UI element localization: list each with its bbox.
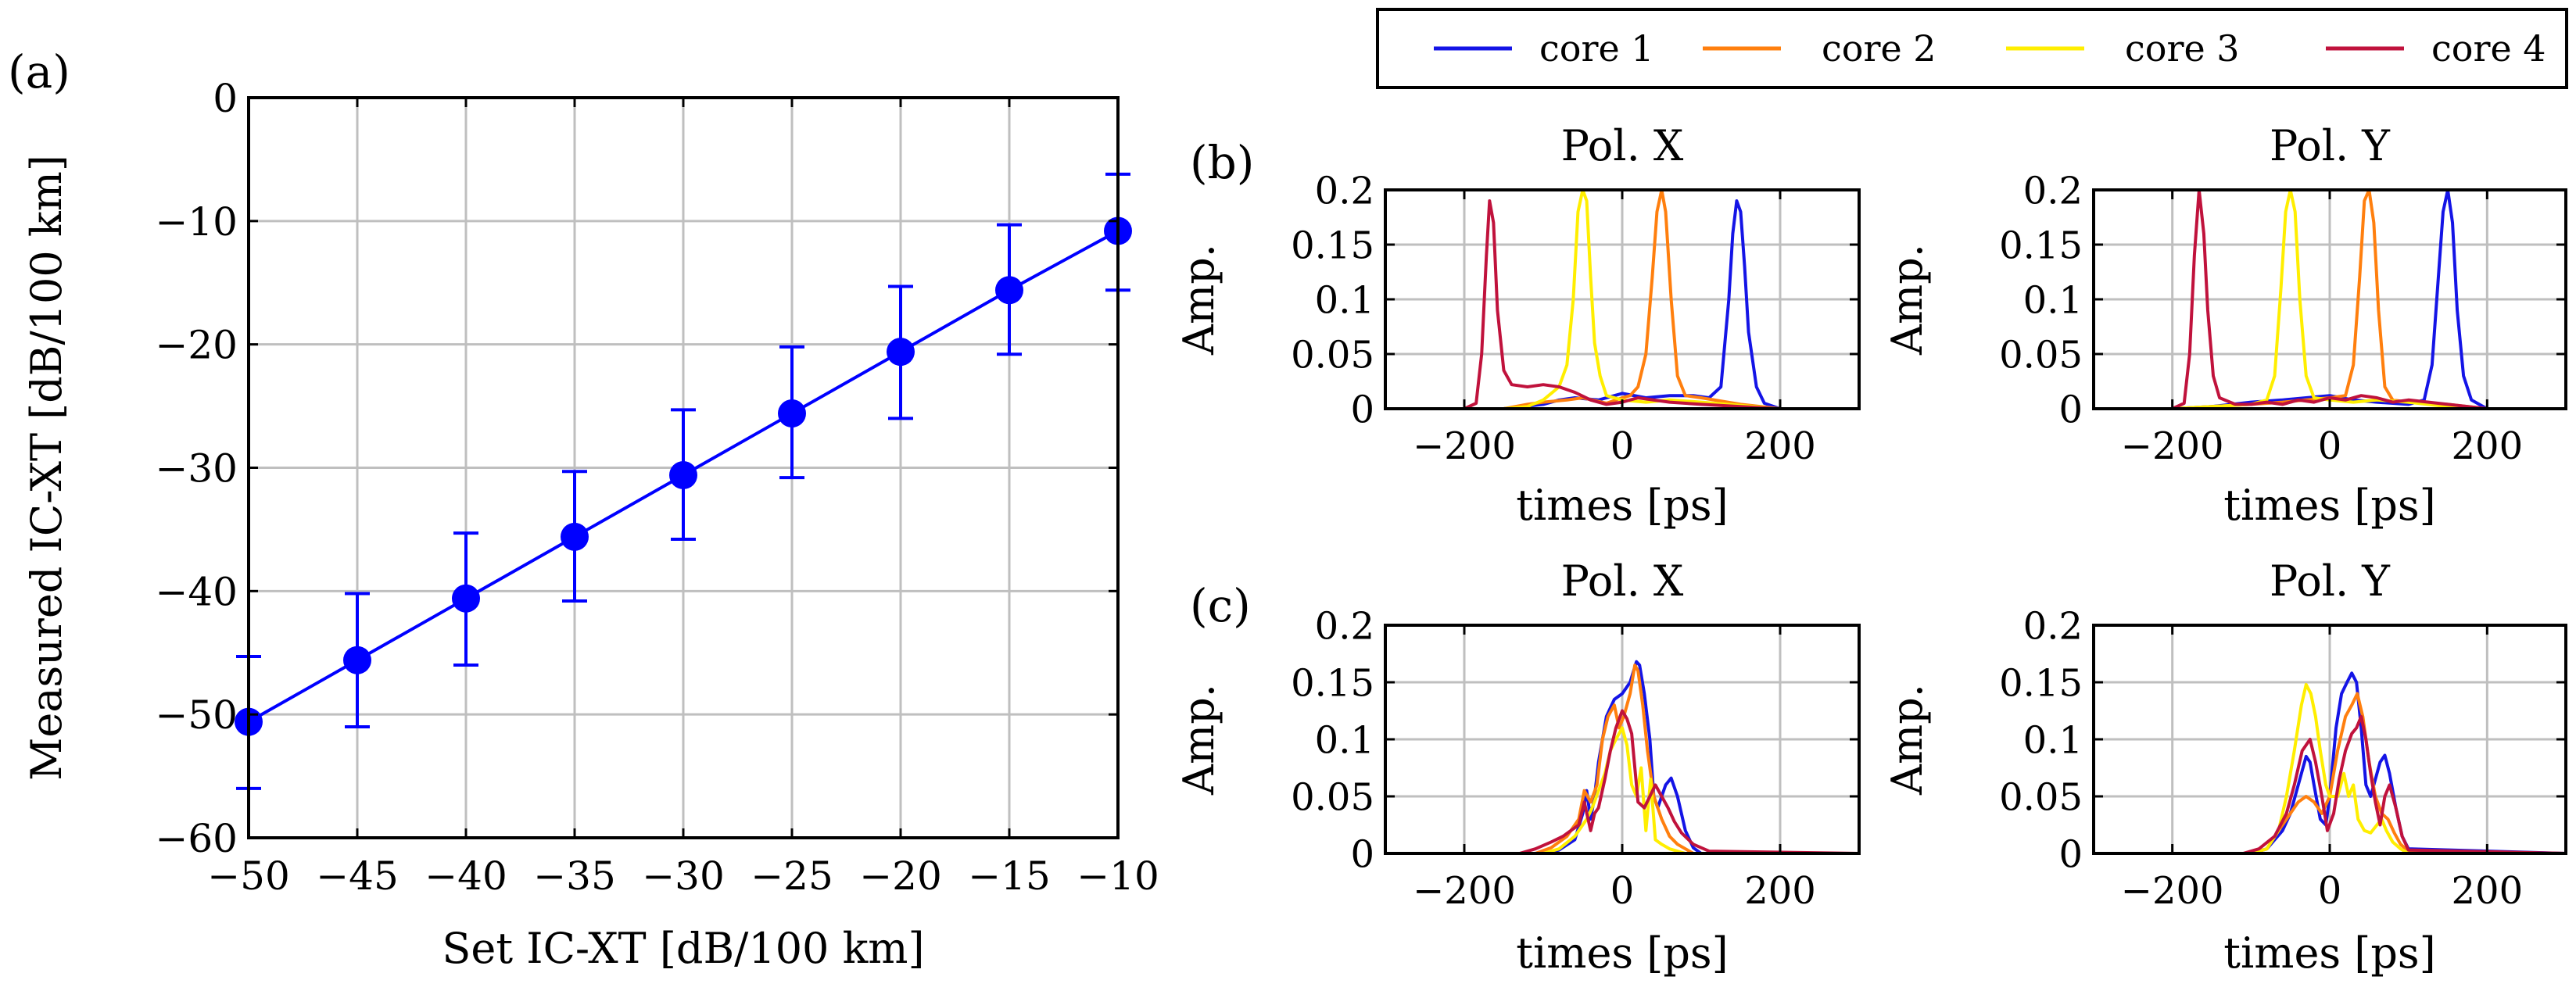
chart-b-x-ytick-label-1: 0.05 [1291,333,1374,377]
chart-a-ytick-label-4: −20 [155,323,238,368]
chart-c-y-ylabel: Amp. [1883,684,1932,796]
chart-b-y-xlabel: times [ps] [2223,481,2435,530]
chart-c-x-series-core4 [1385,709,1860,855]
chart-c-x-panel-label: (c) [1190,579,1251,632]
chart-c-x-ytick-label-0: 0 [1350,832,1374,876]
chart-c-x-ytick-label-3: 0.15 [1291,661,1374,705]
chart-a-xtick-label-7: −15 [968,853,1051,899]
chart-a-xtick-label-6: −20 [859,853,942,899]
chart-c-y-series-core1 [2094,671,2567,855]
chart-a-ytick-label-1: −50 [155,692,238,738]
chart-c-y-series-core4 [2094,714,2567,855]
chart-b-x-panel-label: (b) [1190,136,1254,189]
chart-c-x-series-core3 [1385,726,1859,855]
chart-a-xtick-label-3: −35 [533,853,616,899]
chart-b-y-xtick-label-2: 200 [2452,424,2524,468]
chart-b-y-xtick-label-0: −200 [2121,424,2224,468]
chart-c-y-xtick-label-2: 200 [2452,869,2524,913]
chart-c-x-xtick-label-2: 200 [1744,869,1816,913]
chart-c-x-xtick-label-1: 0 [1610,869,1635,913]
chart-c-x-ytick-label-2: 0.1 [1315,718,1374,762]
chart-c-pol-x: −200 0 200 0 0.05 0.1 0.15 0.2 times [ps] Amp. Pol… [1174,556,1861,978]
chart-a-xlabel: Set IC-XT [dB/100 km] [442,924,924,973]
chart-c-pol-y: −200 0 200 0 0.05 0.1 0.15 0.2 times [ps] Amp. Pol… [1883,556,2567,978]
chart-a-data-point-6 [887,338,915,367]
chart-c-y-ytick-label-1: 0.05 [1999,775,2083,819]
chart-a-ytick-label-2: −40 [155,569,238,614]
chart-c-y-xtick-label-1: 0 [2318,869,2342,913]
chart-b-x-xlabel: times [ps] [1516,481,1728,530]
legend-label-core3: core 3 [2125,27,2240,70]
chart-b-pol-y: −200 0 200 0 0.05 0.1 0.15 0.2 times [ps] Amp. Pol… [1883,121,2567,530]
chart-a-xtick-label-5: −25 [751,853,833,899]
chart-c-x-ytick-label-4: 0.2 [1315,604,1374,648]
chart-b-x-series-core3 [1385,188,1859,410]
chart-c-y-title: Pol. Y [2270,556,2391,606]
chart-c-x-xtick-label-0: −200 [1413,869,1516,913]
chart-b-y-title: Pol. Y [2270,121,2391,170]
chart-b-x-series-core4 [1385,199,1859,410]
chart-b-x-ytick-label-4: 0.2 [1315,169,1374,213]
chart-b-y-series-core4 [2094,188,2566,410]
chart-b-y-xtick-label-1: 0 [2318,424,2342,468]
chart-a-ytick-label-3: −30 [155,446,238,492]
chart-a-ytick-label-0: −60 [155,816,238,861]
chart-c-y-ytick-label-3: 0.15 [1999,661,2083,705]
chart-b-x-xtick-label-1: 0 [1610,424,1635,468]
chart-b-y-ytick-label-2: 0.1 [2023,278,2083,322]
chart-a-ytick-label-5: −10 [155,199,238,245]
chart-b-x-xtick-label-2: 200 [1744,424,1816,468]
chart-a-data-point-3 [561,522,589,551]
chart-a-xtick-label-8: −10 [1077,853,1159,899]
chart-c-x-xlabel: times [ps] [1516,928,1728,978]
chart-b-y-ytick-label-0: 0 [2058,388,2083,431]
chart-a-xtick-label-1: −45 [316,853,399,899]
chart-c-x-title: Pol. X [1561,556,1684,606]
chart-b-y-ytick-label-3: 0.15 [1999,224,2083,267]
legend-label-core1: core 1 [1539,27,1654,70]
chart-b-x-ytick-label-2: 0.1 [1315,278,1374,322]
legend-label-core2: core 2 [1822,27,1936,70]
chart-c-y-ytick-label-0: 0 [2058,832,2083,876]
chart-a-xtick-label-2: −40 [425,853,507,899]
chart-b-x-xtick-label-0: −200 [1413,424,1516,468]
chart-a-xtick-label-0: −50 [207,853,290,899]
chart-b-y-ylabel: Amp. [1883,244,1932,356]
chart-a-data-point-5 [778,399,806,428]
chart-c-x-ytick-label-1: 0.05 [1291,775,1374,819]
chart-c-y-ytick-label-4: 0.2 [2023,604,2083,648]
chart-b-x-ytick-label-0: 0 [1350,388,1374,431]
legend-label-core4: core 4 [2431,27,2546,70]
chart-b-x-title: Pol. X [1561,121,1684,170]
legend: core 1 core 2 core 3 core 4 [1376,8,2568,89]
chart-a-xtick-label-4: −30 [642,853,725,899]
panel-label-a: (a) [8,45,70,98]
chart-b-y-ytick-label-1: 0.05 [1999,333,2083,377]
chart-b-x-ytick-label-3: 0.15 [1291,224,1374,267]
chart-a-ytick-label-6: 0 [213,76,238,121]
chart-a-data-point-7 [995,276,1023,305]
chart-c-y-ytick-label-2: 0.1 [2023,718,2083,762]
chart-c-x-series-core2 [1385,664,1859,855]
chart-a-ylabel: Measured IC-XT [dB/100 km] [22,155,71,781]
chart-a-data-point-4 [669,460,697,489]
chart-c-y-series-core2 [2094,692,2567,855]
chart-a-data-point-1 [343,646,371,674]
chart-a: −50 −45 −40 −35 −30 −25 −20 −15 −10−60−50−40−30−… [22,76,1159,973]
chart-c-y-xlabel: times [ps] [2223,928,2435,978]
chart-a-data-point-2 [452,584,480,613]
chart-c-y-xtick-label-0: −200 [2121,869,2224,913]
chart-b-y-ytick-label-4: 0.2 [2023,169,2083,213]
chart-c-x-ylabel: Amp. [1174,684,1224,796]
chart-b-pol-x: −200 0 200 0 0.05 0.1 0.15 0.2 times [ps] Amp. Pol… [1174,121,1861,530]
chart-b-x-ylabel: Amp. [1174,244,1224,356]
